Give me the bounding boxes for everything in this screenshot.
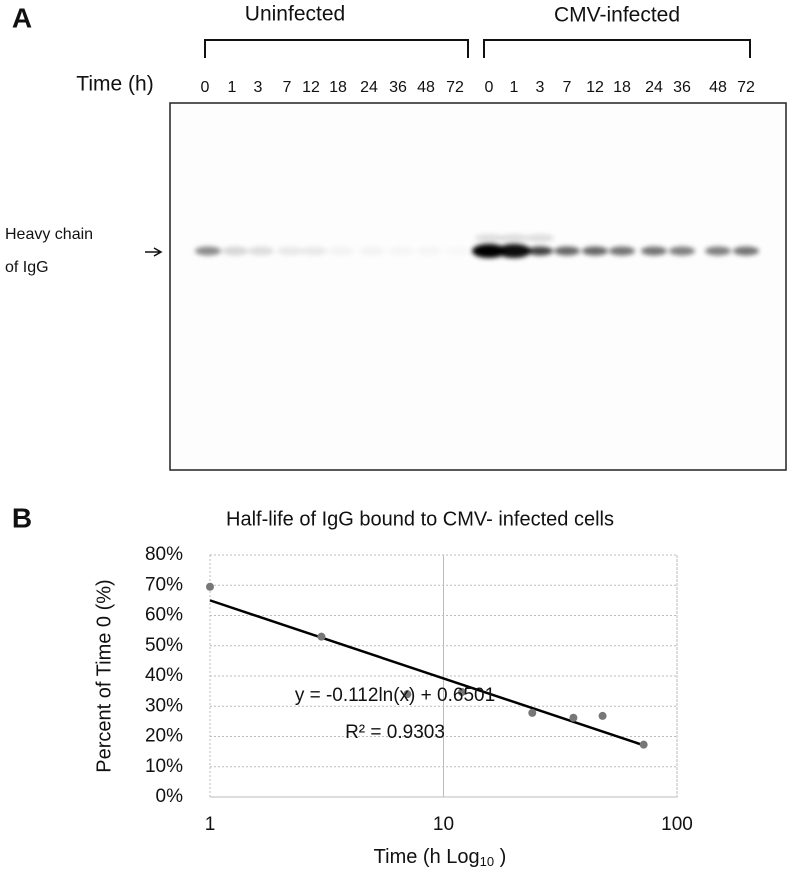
lane-label: 7 [563, 79, 572, 96]
point [528, 708, 537, 717]
y-tick-label: 70% [145, 574, 183, 595]
group-bracket [204, 39, 751, 58]
x-axis-title-end: ) [494, 846, 506, 868]
lane-label: 3 [254, 79, 263, 96]
band [733, 246, 759, 256]
band [527, 246, 553, 256]
point [206, 582, 214, 591]
band [669, 246, 695, 256]
trend-r2: R² = 0.9303 [345, 722, 445, 743]
lane-label: 7 [283, 79, 292, 96]
chart-title: Half-life of IgG bound to CMV- infected … [226, 508, 614, 530]
lane-label: 72 [446, 79, 464, 96]
trend-equation: y = -0.112ln(x) + 0.6501 [295, 685, 495, 706]
band [475, 234, 503, 242]
y-tick-label: 20% [145, 726, 183, 747]
lane-label: 18 [613, 79, 631, 96]
x-tick-label: 1 [205, 814, 216, 835]
band [497, 244, 531, 258]
band [554, 246, 580, 256]
x-axis-title-sub: 10 [480, 854, 494, 869]
bands [195, 234, 759, 258]
lane-label: 48 [417, 79, 435, 96]
y-tick-label: 30% [145, 695, 183, 716]
band [582, 246, 608, 256]
lane-label: 24 [645, 79, 663, 96]
point [639, 740, 648, 749]
y-tick-label: 10% [145, 756, 183, 777]
y-tick-label: 60% [145, 605, 183, 626]
lane-label: 72 [737, 79, 755, 96]
band-label: of IgG [5, 259, 49, 276]
band [301, 246, 327, 256]
band-label: Heavy chain [5, 226, 93, 243]
x-axis-title-text: Time (h Log [374, 846, 480, 868]
y-tick-label: 80% [145, 544, 183, 565]
lane-label: 3 [536, 79, 545, 96]
band [641, 246, 667, 256]
band [416, 247, 442, 256]
time-label: Time (h) [76, 73, 153, 96]
lane-label: 18 [329, 79, 347, 96]
band [328, 246, 354, 256]
band [472, 244, 506, 258]
lane-label: 12 [586, 79, 604, 96]
band [277, 246, 303, 256]
y-axis-title: Percent of Time 0 (%) [93, 579, 115, 772]
band [195, 246, 221, 256]
group-label: Uninfected [245, 3, 345, 26]
point [569, 713, 578, 722]
band [222, 246, 248, 256]
y-tick-label: 50% [145, 635, 183, 656]
band [609, 246, 635, 256]
lane-label: 1 [228, 79, 237, 96]
lane-label: 36 [673, 79, 691, 96]
panel-label: B [12, 502, 32, 533]
y-tick-label: 0% [156, 786, 184, 807]
lane-label: 24 [360, 79, 378, 96]
band [445, 247, 471, 256]
lane-label: 0 [485, 79, 494, 96]
x-axis-title: Time (h Log10 ) [374, 846, 507, 869]
y-tick-label: 40% [145, 665, 183, 686]
lane-label: 12 [302, 79, 320, 96]
lane-label: 36 [389, 79, 407, 96]
x-tick-label: 10 [433, 814, 454, 835]
x-tick-label: 100 [661, 814, 693, 835]
arrow [145, 247, 163, 257]
band [500, 234, 528, 242]
group-label: CMV-infected [554, 4, 680, 27]
band [248, 246, 274, 256]
point [598, 711, 607, 720]
blot [169, 102, 787, 471]
panel-label: A [12, 2, 32, 33]
band [705, 246, 731, 256]
band [359, 246, 385, 256]
lane-label: 0 [201, 79, 210, 96]
plot: 0% 10% 20% 30% 40% 50% 60% 70% 80% 1 10 100 y = -0.1… [145, 544, 693, 835]
band [388, 247, 414, 256]
point [457, 688, 466, 697]
point [317, 632, 326, 641]
lane-label: 1 [510, 79, 519, 96]
band [526, 234, 554, 242]
point [403, 690, 412, 699]
lane-label: 48 [709, 79, 727, 96]
